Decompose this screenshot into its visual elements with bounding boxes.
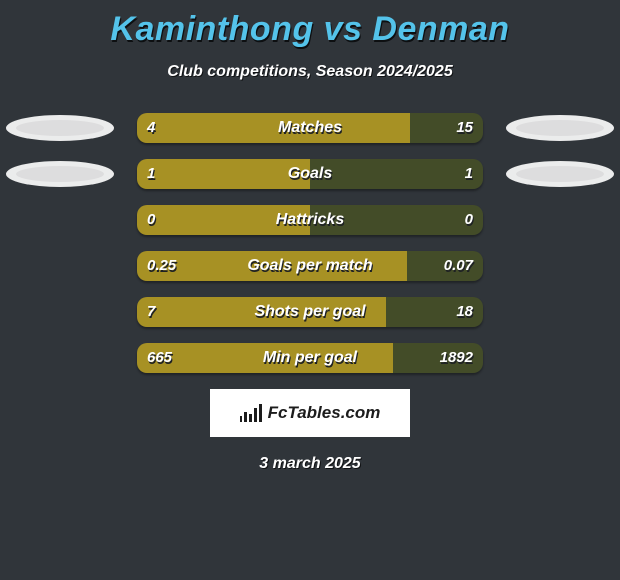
watermark-icon	[240, 404, 262, 422]
stat-rows: Matches415 Goals11 Hattricks00 Goals per ma…	[0, 113, 620, 373]
player-chip-left	[6, 161, 114, 187]
player-chip-right	[506, 161, 614, 187]
stat-row: Hattricks00	[0, 205, 620, 235]
bar-fill-left	[137, 113, 410, 143]
stat-row: Shots per goal718	[0, 297, 620, 327]
stat-row: Min per goal6651892	[0, 343, 620, 373]
bar-fill-right	[393, 343, 483, 373]
comparison-card: Kaminthong vs Denman Club competitions, …	[0, 0, 620, 580]
bar-fill-left	[137, 251, 407, 281]
bar-fill-right	[386, 297, 483, 327]
bar-fill-left	[137, 159, 310, 189]
stat-row: Goals per match0.250.07	[0, 251, 620, 281]
bar-fill-left	[137, 205, 310, 235]
player-chip-right	[506, 115, 614, 141]
bar-fill-right	[407, 251, 483, 281]
watermark-text: FcTables.com	[268, 403, 381, 423]
stat-row: Matches415	[0, 113, 620, 143]
subtitle: Club competitions, Season 2024/2025	[0, 63, 620, 81]
date-label: 3 march 2025	[0, 455, 620, 473]
page-title: Kaminthong vs Denman	[0, 10, 620, 49]
bar-fill-left	[137, 343, 393, 373]
bar-fill-right	[410, 113, 483, 143]
bar-track	[137, 205, 483, 235]
bar-track	[137, 251, 483, 281]
bar-track	[137, 343, 483, 373]
bar-fill-right	[310, 159, 483, 189]
stat-row: Goals11	[0, 159, 620, 189]
bar-fill-right	[310, 205, 483, 235]
player-chip-left	[6, 115, 114, 141]
bar-fill-left	[137, 297, 386, 327]
bar-track	[137, 113, 483, 143]
bar-track	[137, 159, 483, 189]
watermark: FcTables.com	[210, 389, 410, 437]
bar-track	[137, 297, 483, 327]
